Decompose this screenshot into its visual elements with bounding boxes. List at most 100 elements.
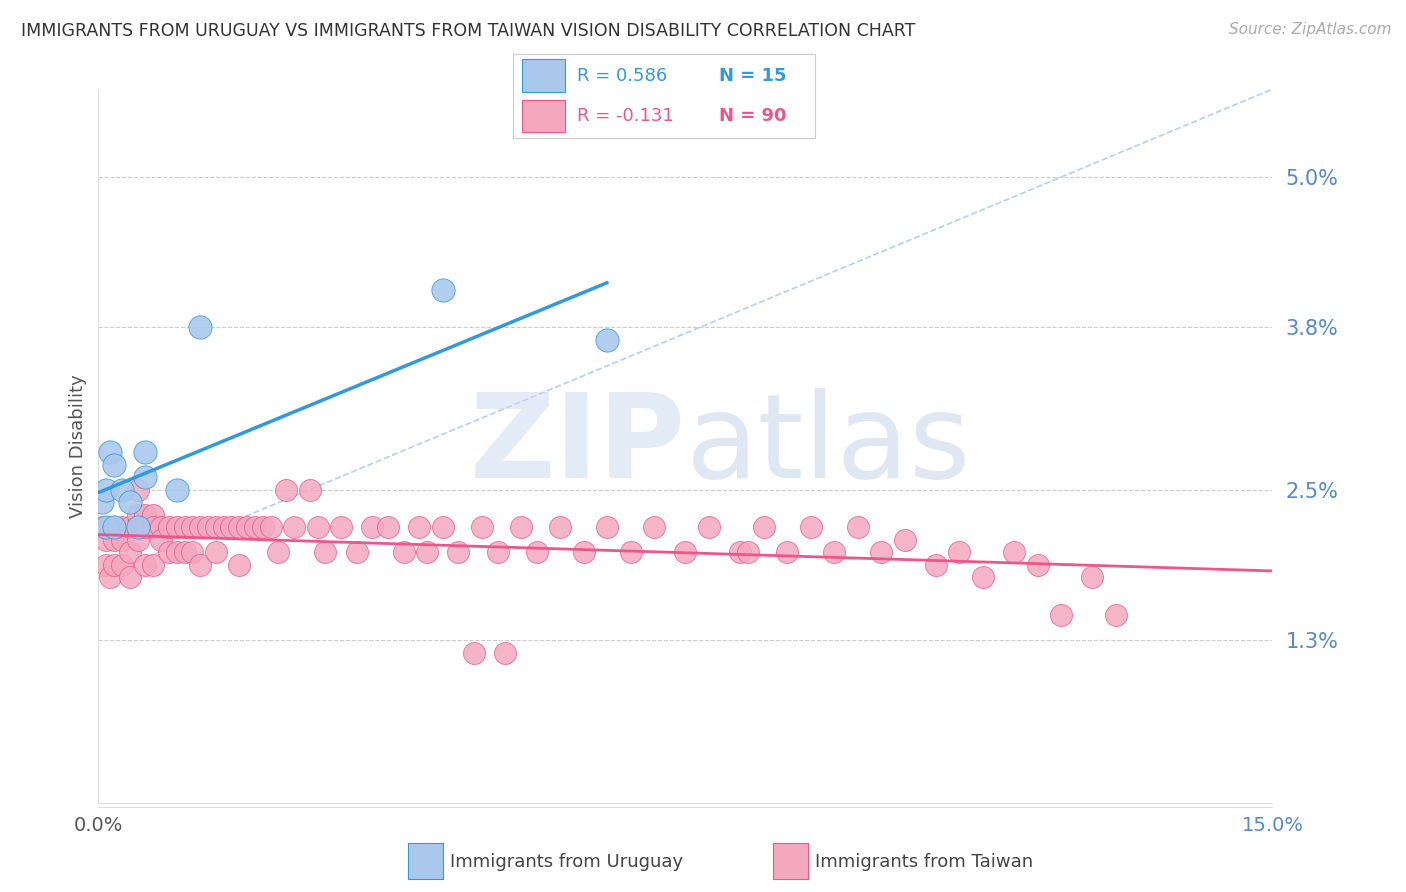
Point (103, 558, 125, 572)
Point (236, 520, 259, 534)
Point (776, 545, 799, 559)
Point (432, 520, 454, 534)
Point (205, 545, 228, 559)
Point (823, 545, 845, 559)
Point (1050, 607, 1073, 622)
Point (150, 533, 173, 547)
Text: R = -0.131: R = -0.131 (576, 107, 673, 125)
Text: Source: ZipAtlas.com: Source: ZipAtlas.com (1229, 22, 1392, 37)
Point (96, 483, 118, 497)
Point (432, 283, 454, 297)
Point (103, 520, 125, 534)
Text: N = 15: N = 15 (718, 67, 786, 85)
Point (142, 520, 165, 534)
Point (96, 533, 118, 547)
Point (486, 545, 509, 559)
Bar (522, 100, 565, 132)
Point (142, 558, 165, 572)
Point (596, 333, 619, 347)
Point (157, 545, 180, 559)
Point (173, 520, 195, 534)
Text: ZIP: ZIP (470, 389, 686, 503)
Point (1026, 558, 1049, 572)
Point (243, 520, 266, 534)
Text: IMMIGRANTS FROM URUGUAY VS IMMIGRANTS FROM TAIWAN VISION DISABILITY CORRELATION : IMMIGRANTS FROM URUGUAY VS IMMIGRANTS FR… (21, 22, 915, 40)
Point (267, 545, 290, 559)
Text: N = 90: N = 90 (718, 107, 786, 125)
Point (572, 545, 595, 559)
Point (416, 545, 439, 559)
Point (252, 520, 274, 534)
Point (173, 545, 195, 559)
Point (276, 483, 298, 497)
Point (118, 545, 141, 559)
Point (620, 545, 643, 559)
Point (127, 533, 149, 547)
Point (111, 483, 134, 497)
Point (494, 646, 516, 660)
Point (948, 545, 970, 559)
Point (197, 520, 219, 534)
Point (643, 520, 665, 534)
Point (111, 533, 134, 547)
Point (925, 558, 948, 572)
Point (1002, 545, 1025, 559)
Point (447, 545, 470, 559)
Point (893, 533, 915, 547)
Point (675, 545, 697, 559)
Point (737, 545, 759, 559)
Point (298, 483, 321, 497)
Point (134, 470, 156, 484)
Point (134, 558, 156, 572)
Point (98, 445, 121, 459)
Point (205, 520, 228, 534)
Point (392, 545, 415, 559)
Point (181, 520, 204, 534)
Point (150, 520, 173, 534)
Text: Immigrants from Taiwan: Immigrants from Taiwan (815, 853, 1033, 871)
Point (307, 520, 329, 534)
Point (111, 520, 134, 534)
Point (346, 545, 368, 559)
Point (283, 520, 305, 534)
Point (330, 520, 353, 534)
Point (463, 646, 485, 660)
Point (166, 483, 188, 497)
Point (166, 545, 188, 559)
Point (118, 570, 141, 584)
Point (377, 520, 399, 534)
Point (526, 545, 548, 559)
Point (972, 570, 994, 584)
Text: 0.0%: 0.0% (73, 815, 124, 835)
Point (596, 520, 619, 534)
Point (228, 520, 250, 534)
Point (91, 495, 114, 509)
Point (510, 520, 533, 534)
Bar (522, 60, 565, 92)
Point (96, 558, 118, 572)
Point (361, 520, 384, 534)
Point (221, 520, 243, 534)
Text: Immigrants from Uruguay: Immigrants from Uruguay (450, 853, 683, 871)
Point (134, 520, 156, 534)
Point (188, 320, 211, 334)
Point (91, 520, 114, 534)
Y-axis label: Vision Disability: Vision Disability (69, 374, 87, 518)
Point (1105, 607, 1128, 622)
Point (188, 520, 211, 534)
Point (212, 520, 235, 534)
Point (127, 520, 149, 534)
Point (471, 520, 494, 534)
Point (728, 545, 751, 559)
Point (103, 458, 125, 472)
Point (259, 520, 281, 534)
Point (127, 483, 149, 497)
Text: atlas: atlas (686, 389, 970, 503)
Point (111, 558, 134, 572)
Point (98, 570, 121, 584)
Point (127, 508, 149, 522)
Point (408, 520, 430, 534)
Point (96, 520, 118, 534)
Point (697, 520, 720, 534)
Point (134, 508, 156, 522)
